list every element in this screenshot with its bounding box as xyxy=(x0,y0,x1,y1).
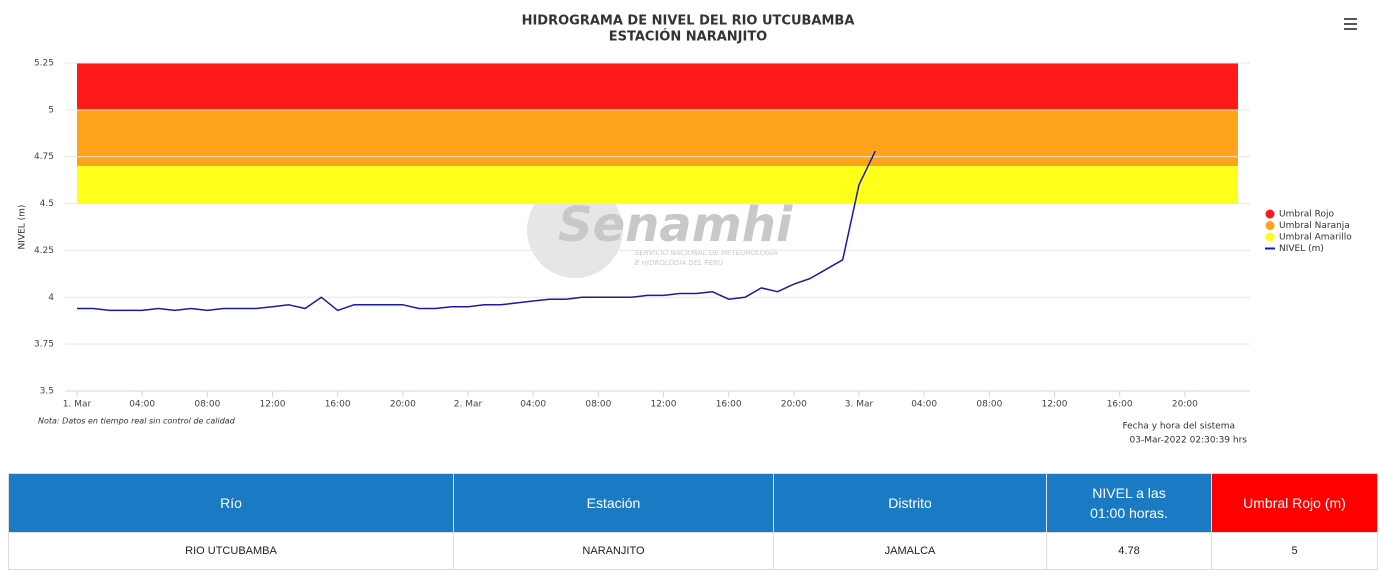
system-time: 03-Mar-2022 02:30:39 hrs xyxy=(1130,436,1248,446)
x-tick-label: 20:00 xyxy=(390,400,416,410)
x-tick-label: 08:00 xyxy=(194,400,220,410)
threshold-band xyxy=(77,166,1238,204)
x-tick-label: 1. Mar xyxy=(63,400,92,410)
x-tick-label: 12:00 xyxy=(260,400,286,410)
x-tick-label: 20:00 xyxy=(1172,400,1198,410)
x-tick-label: 3. Mar xyxy=(845,400,874,410)
x-tick-label: 16:00 xyxy=(1107,400,1133,410)
threshold-band xyxy=(77,63,1238,110)
chart: HIDROGRAMA DE NIVEL DEL RIO UTCUBAMBA ES… xyxy=(18,14,1357,446)
y-tick-label: 4.25 xyxy=(34,246,54,256)
y-tick-label: 4.75 xyxy=(34,152,54,162)
legend-label: NIVEL (m) xyxy=(1279,244,1324,254)
header-line: 01:00 horas. xyxy=(1090,505,1168,521)
x-tick-label: 08:00 xyxy=(976,400,1002,410)
watermark-text: SERVICIO NACIONAL DE METEOROLOGÍA xyxy=(635,248,778,257)
y-tick-label: 5.25 xyxy=(34,59,54,69)
watermark-logo xyxy=(527,182,623,278)
header-cell: Umbral Rojo (m) xyxy=(1211,473,1378,533)
legend-marker xyxy=(1265,221,1275,230)
menu-bar[interactable] xyxy=(1344,18,1357,20)
y-tick-label: 3.75 xyxy=(34,340,54,350)
legend-marker xyxy=(1265,209,1275,219)
legend-marker xyxy=(1265,232,1275,242)
x-tick-label: 08:00 xyxy=(585,400,611,410)
menu-button[interactable] xyxy=(1344,18,1357,30)
x-tick-label: 2. Mar xyxy=(454,400,483,410)
threshold-band xyxy=(77,109,1238,167)
table-row: RIO UTCUBAMBA NARANJITO JAMALCA 4.78 5 xyxy=(8,532,1378,570)
x-tick-label: 20:00 xyxy=(781,400,807,410)
legend-label: Umbral Rojo xyxy=(1279,210,1335,220)
y-tick-label: 4.5 xyxy=(40,199,54,209)
x-tick-label: 16:00 xyxy=(325,400,351,410)
menu-bar[interactable] xyxy=(1344,28,1357,30)
chart-subtitle: ESTACIÓN NARANJITO xyxy=(609,29,767,45)
cell: RIO UTCUBAMBA xyxy=(8,532,454,570)
x-tick-label: 04:00 xyxy=(911,400,937,410)
x-tick-label: 16:00 xyxy=(716,400,742,410)
note: Nota: Datos en tiempo real sin control d… xyxy=(38,417,236,426)
cell: 4.78 xyxy=(1046,532,1212,570)
chart-title: HIDROGRAMA DE NIVEL DEL RIO UTCUBAMBA xyxy=(522,14,855,29)
header-cell: Estación xyxy=(453,473,774,533)
y-axis-label: NIVEL (m) xyxy=(18,205,28,250)
legend-label: Umbral Naranja xyxy=(1279,221,1350,231)
y-tick-label: 3.5 xyxy=(40,387,54,397)
line xyxy=(77,150,876,312)
x-tick-label: 04:00 xyxy=(129,400,155,410)
table-header: Río Estación Distrito NIVEL a las 01:00 h… xyxy=(8,473,1378,533)
x-tick-label: 12:00 xyxy=(1042,400,1068,410)
summary-table: Río Estación Distrito NIVEL a las 01:00 h… xyxy=(8,473,1378,570)
watermark-brand: Senamhi xyxy=(558,197,793,253)
system-time-label: Fecha y hora del sistema xyxy=(1122,422,1235,432)
menu-bar[interactable] xyxy=(1344,23,1357,25)
x-tick-label: 12:00 xyxy=(651,400,677,410)
x-tick-label: 04:00 xyxy=(520,400,546,410)
header-cell: Río xyxy=(8,473,454,533)
header-cell: NIVEL a las 01:00 horas. xyxy=(1046,473,1212,533)
y-tick-label: 5 xyxy=(48,105,54,115)
cell: 5 xyxy=(1211,532,1378,570)
legend-label: Umbral Amarillo xyxy=(1279,233,1352,243)
watermark-text: E HIDROLOGÍA DEL PERÚ xyxy=(635,258,723,267)
cell: NARANJITO xyxy=(453,532,774,570)
header-line: NIVEL a las xyxy=(1092,485,1166,501)
header-cell: Distrito xyxy=(773,473,1047,533)
y-tick-label: 4 xyxy=(48,293,54,303)
cell: JAMALCA xyxy=(773,532,1047,570)
